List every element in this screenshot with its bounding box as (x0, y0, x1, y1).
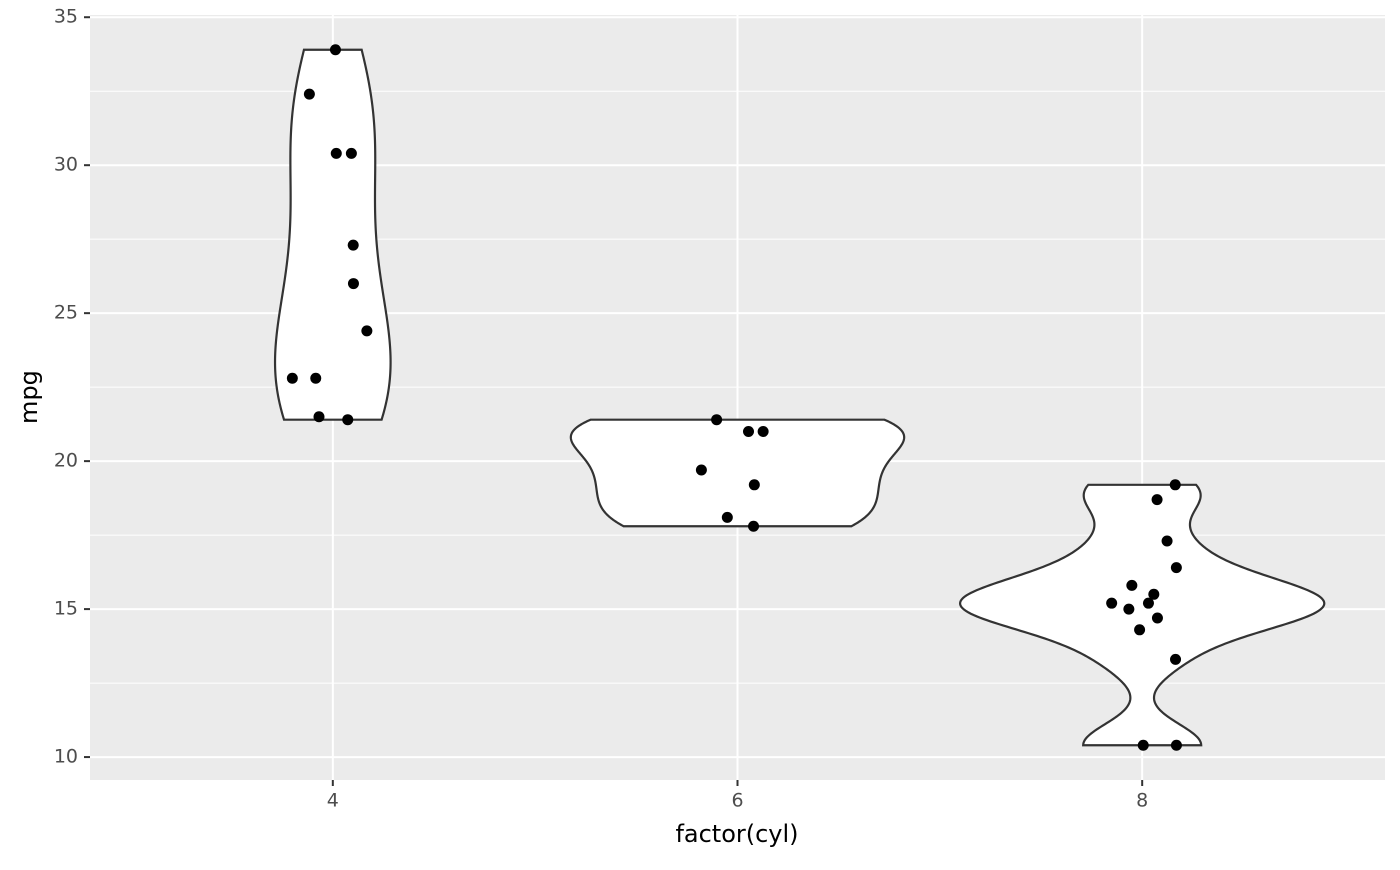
point (1134, 624, 1146, 636)
point (1106, 597, 1118, 609)
point (1148, 588, 1160, 600)
y-axis-title: mpg (15, 370, 43, 424)
point (1151, 612, 1163, 624)
point (1170, 653, 1182, 665)
point (1170, 739, 1182, 751)
point (695, 464, 707, 476)
point (310, 372, 322, 384)
point (313, 411, 325, 423)
x-axis-title: factor(cyl) (675, 820, 798, 848)
point (748, 479, 760, 491)
marks (273, 44, 1326, 751)
x-tick-label: 6 (731, 790, 743, 812)
point (345, 147, 357, 159)
violin (569, 418, 906, 528)
point (1123, 603, 1135, 615)
point (721, 511, 733, 523)
x-tick-label: 4 (327, 790, 339, 812)
y-tick-label: 10 (54, 746, 78, 768)
point (757, 426, 769, 438)
point (743, 426, 755, 438)
y-tick-label: 20 (54, 450, 78, 472)
y-tick-label: 35 (54, 6, 78, 28)
violin (273, 48, 392, 421)
point (1170, 562, 1182, 574)
point (361, 325, 373, 337)
point (1126, 579, 1138, 591)
point (1161, 535, 1173, 547)
point (1137, 739, 1149, 751)
point (342, 414, 354, 426)
violin (958, 483, 1326, 747)
point (1142, 597, 1154, 609)
point (748, 520, 760, 532)
point (1169, 479, 1181, 491)
point (286, 372, 298, 384)
point (330, 147, 342, 159)
point (347, 278, 359, 290)
point (711, 414, 723, 426)
x-tick-label: 8 (1136, 790, 1148, 812)
y-tick-label: 15 (54, 598, 78, 620)
y-tick-label: 30 (54, 154, 78, 176)
y-tick-label: 25 (54, 302, 78, 324)
point (1151, 494, 1163, 506)
point (329, 44, 341, 56)
point (347, 239, 359, 251)
point (303, 88, 315, 100)
